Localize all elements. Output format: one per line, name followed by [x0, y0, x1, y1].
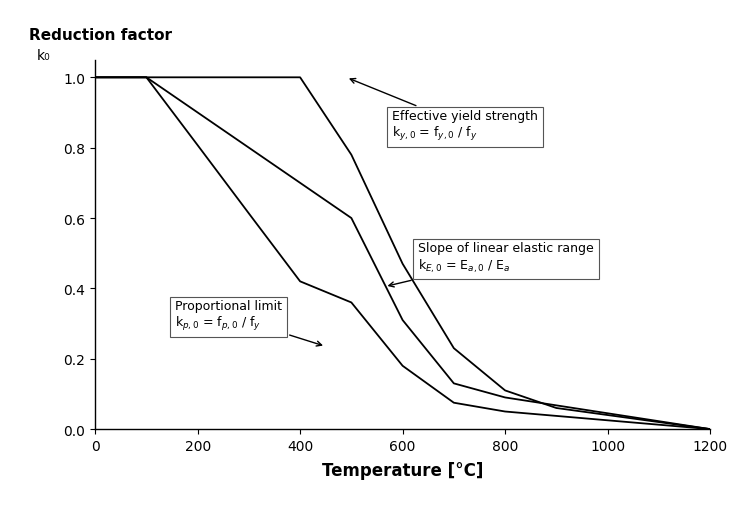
Text: Reduction factor: Reduction factor	[29, 28, 172, 43]
Text: Slope of linear elastic range
k$_{E,0}$ = E$_{a,0}$ / E$_a$: Slope of linear elastic range k$_{E,0}$ …	[389, 242, 594, 287]
Text: Effective yield strength
k$_{y,0}$ = f$_{y,0}$ / f$_y$: Effective yield strength k$_{y,0}$ = f$_…	[350, 79, 538, 143]
Text: k₀: k₀	[37, 49, 51, 63]
Text: Proportional limit
k$_{p,0}$ = f$_{p,0}$ / f$_y$: Proportional limit k$_{p,0}$ = f$_{p,0}$…	[174, 299, 321, 346]
X-axis label: Temperature [°C]: Temperature [°C]	[322, 461, 483, 479]
